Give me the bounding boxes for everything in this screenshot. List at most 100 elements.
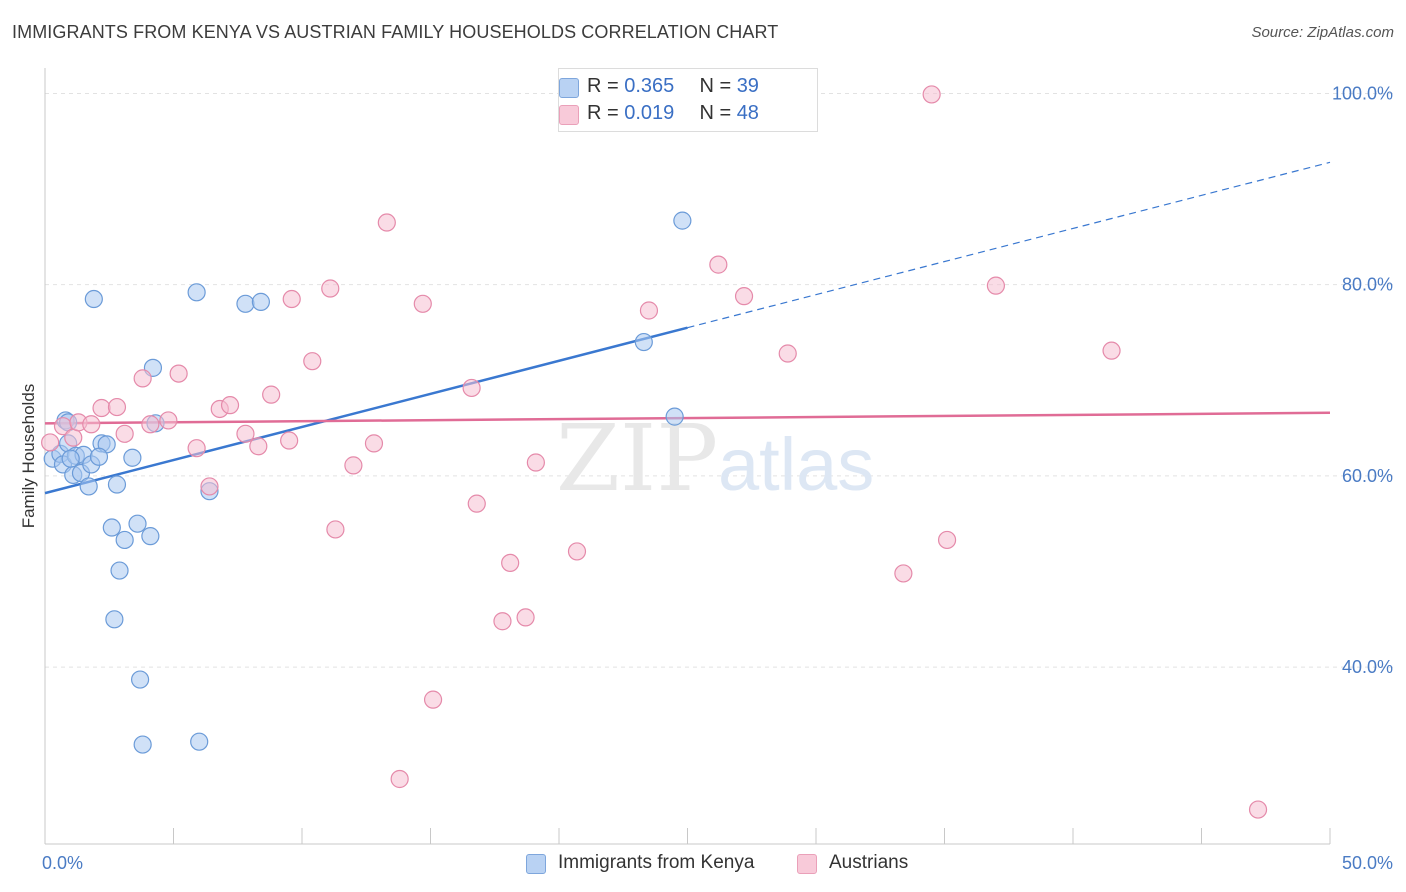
point-austrians [467,494,486,513]
point-austrians [141,415,160,434]
source-label: Source: ZipAtlas.com [1251,24,1394,41]
point-kenya [89,447,109,466]
point-austrians [133,369,152,388]
point-austrians [82,415,101,434]
point-austrians [364,434,384,453]
point-austrians [390,769,409,789]
point-kenya [115,530,134,550]
point-kenya [634,332,653,352]
point-austrians [526,453,545,472]
point-austrians [516,608,535,627]
y-tick-label: 100.0% [1332,83,1393,103]
point-austrians [326,520,345,539]
point-austrians [344,456,363,475]
point-austrians [1102,341,1121,360]
legend-n-value-austrians: 48 [736,102,759,124]
point-austrians [922,85,941,104]
point-kenya [79,477,98,496]
point-austrians [778,344,797,363]
point-kenya [102,518,121,537]
trend-line-kenya-extrapolated [687,161,1331,329]
point-austrians [115,424,134,443]
x-tick-label-min: 0.0% [42,853,83,873]
bottom-legend-kenya: Immigrants from Kenya [526,852,755,874]
point-austrians [107,397,127,417]
trend-lines [44,161,1331,495]
point-austrians [169,364,188,383]
point-austrians [282,289,301,309]
point-austrians [639,301,659,320]
point-austrians [937,530,957,550]
point-kenya [107,475,127,494]
point-kenya [251,292,270,311]
y-tick-label: 40.0% [1342,657,1393,677]
chart-title: IMMIGRANTS FROM KENYA VS AUSTRIAN FAMILY… [12,22,779,42]
point-austrians [236,424,255,443]
point-austrians [321,279,340,298]
axis-labels: 40.0% 60.0% 80.0% 100.0% 0.0% 50.0% Family Hou… [19,83,1393,873]
point-kenya [190,732,209,751]
point-kenya [110,561,129,580]
bottom-legend-label-austrians: Austrians [829,852,909,873]
point-kenya [130,670,150,689]
grid-lines [45,92,1394,668]
y-axis-title: Family Households [19,384,38,529]
bottom-legend-swatch-austrians [797,854,817,874]
point-austrians [709,255,728,274]
point-austrians [413,294,432,313]
y-tick-label: 80.0% [1342,275,1393,295]
point-austrians [187,439,206,458]
y-tick-label: 60.0% [1342,466,1393,486]
point-austrians [280,431,299,450]
legend-n-value-kenya: 39 [736,75,759,97]
watermark-atlas: atlas [718,423,874,506]
bottom-legend-austrians: Austrians [797,852,909,874]
point-kenya [673,211,692,230]
legend-n-label: N = [699,75,732,97]
point-austrians [493,612,512,631]
point-austrians [894,564,913,583]
legend-r-label: R = [587,102,619,124]
legend-n-label: N = [699,102,732,124]
point-austrians [1248,800,1268,819]
stats-legend: R = 0.365 N = 39 R = 0.019 N = 48 [558,68,818,132]
legend-row-kenya: R = 0.365 N = 39 [559,75,759,98]
legend-r-value-kenya: 0.365 [624,75,675,97]
point-austrians [64,428,83,447]
point-kenya [105,610,124,629]
point-kenya [61,449,80,468]
point-austrians [734,287,754,306]
legend-r-value-austrians: 0.019 [624,102,675,124]
point-kenya [123,448,142,467]
point-kenya [187,283,206,302]
point-austrians [377,213,396,232]
point-kenya [133,735,152,754]
trend-line-kenya [44,326,688,495]
point-austrians [986,276,1006,295]
point-kenya [665,407,684,426]
point-austrians [41,433,60,452]
point-austrians [423,690,443,709]
point-austrians [92,398,111,418]
legend-r-label: R = [587,75,619,97]
point-austrians [462,378,481,398]
bottom-legend-label-kenya: Immigrants from Kenya [558,852,755,873]
point-kenya [84,289,103,309]
legend-swatch-kenya [559,78,579,98]
point-austrians [567,542,587,561]
watermark-zip: ZIP [556,405,718,512]
point-kenya [128,514,147,533]
point-austrians [220,396,240,415]
zipatlas-watermark: ZIP atlas [556,405,874,512]
point-austrians [501,553,520,573]
point-kenya [141,527,160,546]
x-tick-label-max: 50.0% [1342,853,1393,873]
point-austrians [200,477,219,496]
point-austrians [159,411,178,430]
trend-line-austrians [44,411,1331,425]
point-austrians [249,437,268,456]
bottom-legend-swatch-kenya [526,854,546,874]
point-austrians [262,385,281,404]
legend-row-austrians: R = 0.019 N = 48 [559,102,759,125]
